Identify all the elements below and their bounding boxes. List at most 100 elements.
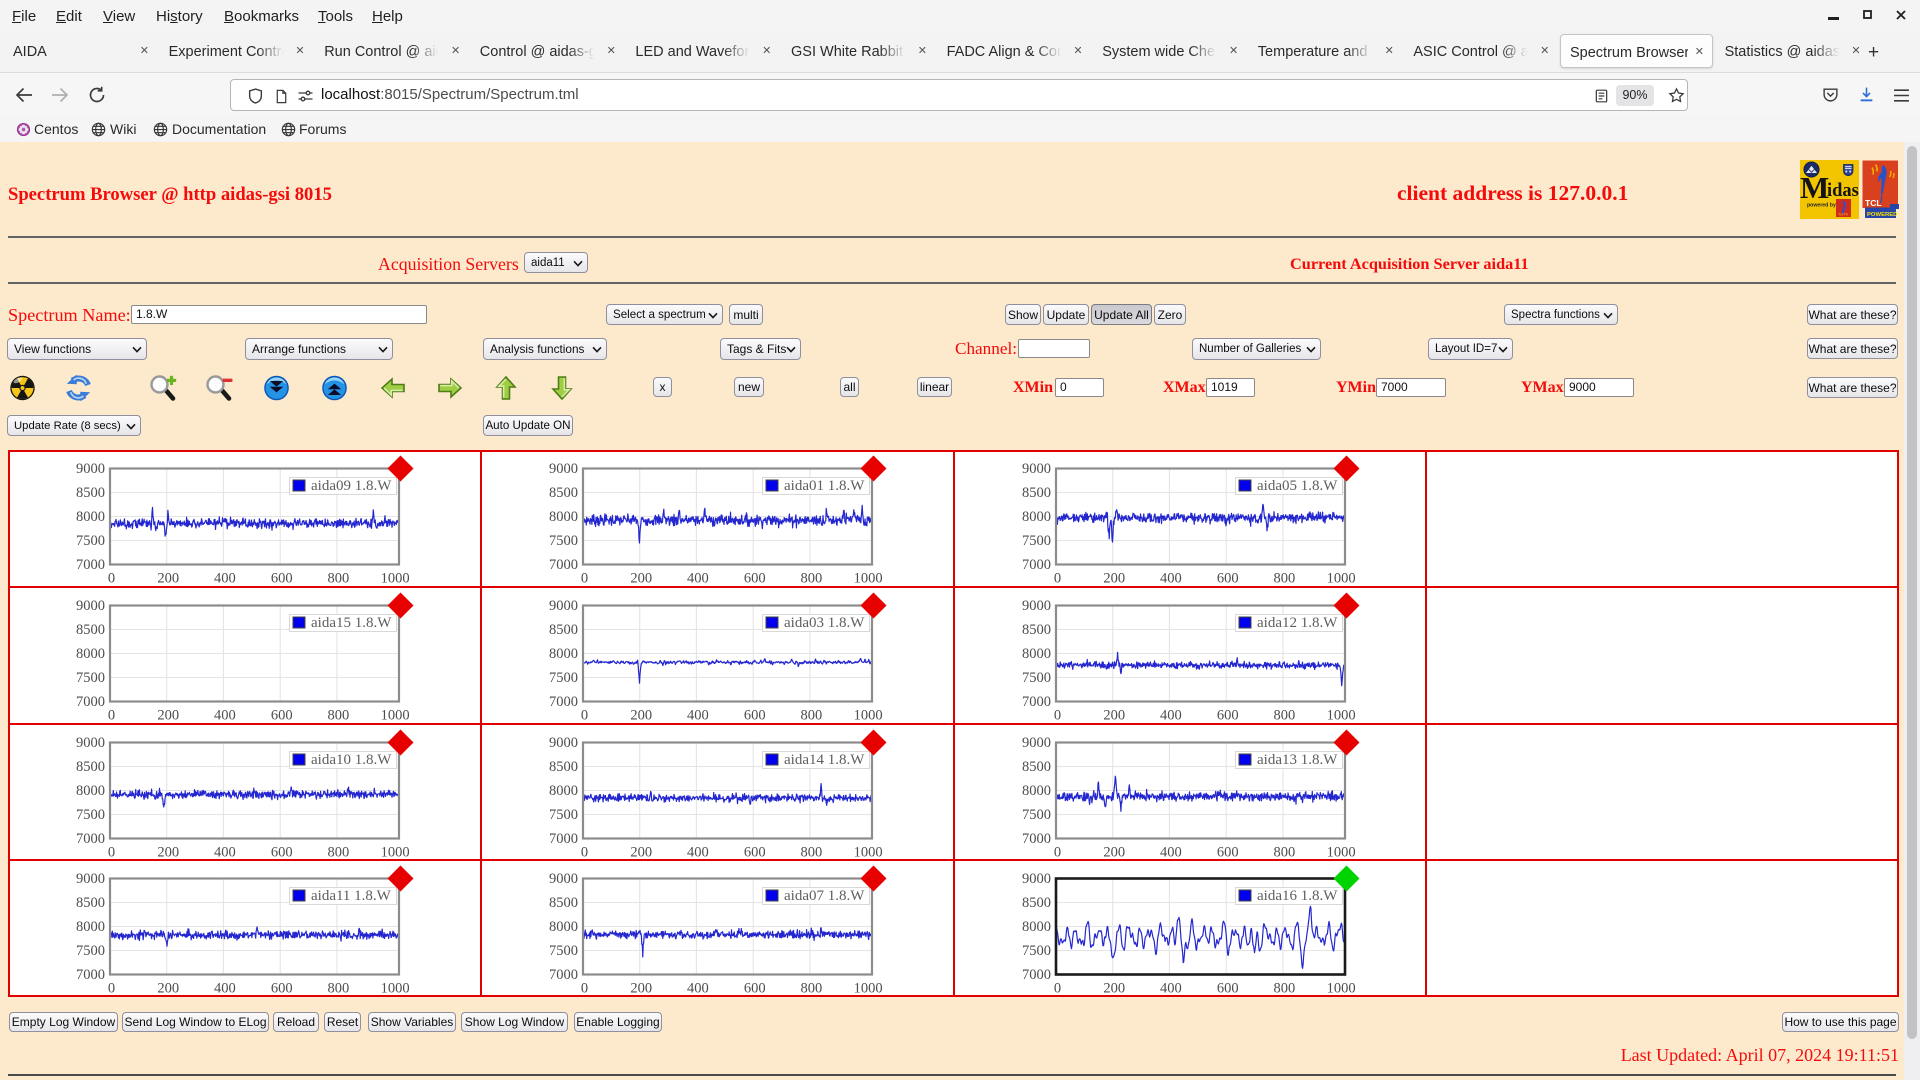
svg-text:0: 0 [581,981,588,997]
svg-text:9000: 9000 [76,461,105,477]
svg-text:0: 0 [581,707,588,723]
svg-text:7500: 7500 [549,533,578,549]
svg-text:M: M [1800,170,1829,205]
svg-text:aida10 1.8.W: aida10 1.8.W [311,752,392,768]
svg-text:400: 400 [1160,571,1182,587]
svg-text:1000: 1000 [1326,981,1355,997]
svg-text:800: 800 [1273,844,1295,860]
svg-text:7500: 7500 [1022,943,1051,959]
svg-text:0: 0 [1053,981,1060,997]
svg-text:8000: 8000 [549,783,578,799]
svg-text:7500: 7500 [549,807,578,823]
svg-text:7500: 7500 [549,943,578,959]
svg-text:600: 600 [744,844,766,860]
svg-text:aida14 1.8.W: aida14 1.8.W [784,752,865,768]
svg-text:800: 800 [800,981,822,997]
svg-text:800: 800 [800,571,822,587]
svg-text:400: 400 [1160,844,1182,860]
svg-text:600: 600 [744,707,766,723]
svg-text:200: 200 [1103,707,1125,723]
svg-text:9000: 9000 [76,598,105,614]
svg-text:1000: 1000 [381,707,410,723]
svg-text:8000: 8000 [1022,509,1051,525]
svg-text:aida12 1.8.W: aida12 1.8.W [1257,615,1338,631]
svg-text:800: 800 [800,707,822,723]
svg-text:7500: 7500 [76,670,105,686]
svg-text:9000: 9000 [549,871,578,887]
svg-text:1000: 1000 [853,707,882,723]
svg-text:400: 400 [687,981,709,997]
svg-text:0: 0 [1053,707,1060,723]
svg-text:600: 600 [1216,844,1238,860]
svg-text:200: 200 [1103,981,1125,997]
svg-text:800: 800 [328,707,350,723]
svg-text:200: 200 [1103,844,1125,860]
svg-text:1000: 1000 [381,844,410,860]
svg-text:7500: 7500 [76,807,105,823]
svg-text:9000: 9000 [549,598,578,614]
svg-text:0: 0 [581,844,588,860]
svg-text:TCL: TCL [1865,198,1882,208]
svg-text:aida05 1.8.W: aida05 1.8.W [1257,478,1338,494]
svg-text:800: 800 [328,844,350,860]
svg-text:7500: 7500 [76,533,105,549]
svg-text:aida13 1.8.W: aida13 1.8.W [1257,752,1338,768]
svg-text:800: 800 [800,844,822,860]
svg-text:8000: 8000 [76,646,105,662]
svg-text:800: 800 [1273,981,1295,997]
svg-text:7000: 7000 [1022,557,1051,573]
svg-text:7000: 7000 [76,694,105,710]
svg-text:aida15 1.8.W: aida15 1.8.W [311,615,392,631]
svg-text:1000: 1000 [1326,844,1355,860]
svg-text:1000: 1000 [853,844,882,860]
svg-text:8000: 8000 [549,509,578,525]
svg-text:8500: 8500 [1022,759,1051,775]
svg-text:8500: 8500 [76,759,105,775]
svg-text:8500: 8500 [76,485,105,501]
svg-text:400: 400 [214,707,236,723]
svg-text:7500: 7500 [76,943,105,959]
svg-text:7000: 7000 [76,557,105,573]
svg-text:8500: 8500 [1022,622,1051,638]
svg-text:1000: 1000 [853,981,882,997]
svg-text:Tcl/Tk: Tcl/Tk [1838,213,1848,217]
svg-text:200: 200 [157,707,179,723]
svg-text:7000: 7000 [549,831,578,847]
svg-text:400: 400 [214,571,236,587]
svg-text:aida16 1.8.W: aida16 1.8.W [1257,888,1338,904]
svg-text:400: 400 [1160,981,1182,997]
svg-text:8500: 8500 [549,759,578,775]
svg-text:9000: 9000 [76,871,105,887]
svg-text:8000: 8000 [76,509,105,525]
svg-text:400: 400 [687,707,709,723]
svg-text:600: 600 [271,844,293,860]
svg-text:200: 200 [157,844,179,860]
svg-text:200: 200 [157,571,179,587]
svg-text:aida07 1.8.W: aida07 1.8.W [784,888,865,904]
svg-text:9000: 9000 [76,735,105,751]
svg-text:0: 0 [581,571,588,587]
svg-text:idas: idas [1827,181,1859,201]
svg-text:1000: 1000 [381,981,410,997]
svg-text:800: 800 [328,981,350,997]
svg-text:aida03 1.8.W: aida03 1.8.W [784,615,865,631]
svg-text:600: 600 [1216,571,1238,587]
svg-text:8000: 8000 [1022,646,1051,662]
svg-text:7500: 7500 [549,670,578,686]
svg-text:200: 200 [630,571,652,587]
svg-text:7000: 7000 [76,967,105,983]
svg-text:8500: 8500 [549,622,578,638]
svg-text:7000: 7000 [1022,967,1051,983]
svg-text:7000: 7000 [76,831,105,847]
svg-text:8500: 8500 [1022,895,1051,911]
svg-text:aida11 1.8.W: aida11 1.8.W [311,888,392,904]
svg-text:400: 400 [687,571,709,587]
svg-text:600: 600 [271,707,293,723]
svg-text:8000: 8000 [1022,919,1051,935]
svg-text:400: 400 [214,981,236,997]
svg-text:9000: 9000 [1022,871,1051,887]
svg-text:8500: 8500 [549,485,578,501]
svg-text:8000: 8000 [76,783,105,799]
svg-text:7500: 7500 [1022,807,1051,823]
svg-text:800: 800 [1273,571,1295,587]
